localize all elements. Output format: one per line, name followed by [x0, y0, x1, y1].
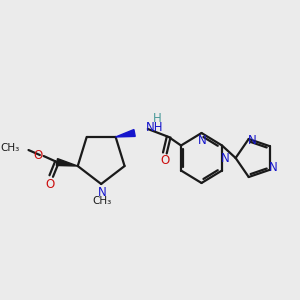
- Text: O: O: [160, 154, 170, 167]
- Text: H: H: [153, 112, 162, 125]
- Text: N: N: [269, 161, 278, 174]
- Polygon shape: [116, 130, 135, 137]
- Text: O: O: [46, 178, 55, 190]
- Text: CH₃: CH₃: [92, 196, 112, 206]
- Text: N: N: [248, 134, 257, 148]
- Text: N: N: [98, 185, 106, 199]
- Polygon shape: [56, 159, 78, 166]
- Text: N: N: [221, 152, 230, 164]
- Text: CH₃: CH₃: [1, 143, 20, 153]
- Text: NH: NH: [146, 122, 164, 134]
- Text: N: N: [198, 134, 207, 148]
- Text: O: O: [33, 148, 43, 161]
